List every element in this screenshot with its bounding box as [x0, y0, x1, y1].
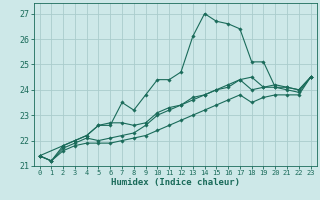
X-axis label: Humidex (Indice chaleur): Humidex (Indice chaleur) — [111, 178, 240, 187]
